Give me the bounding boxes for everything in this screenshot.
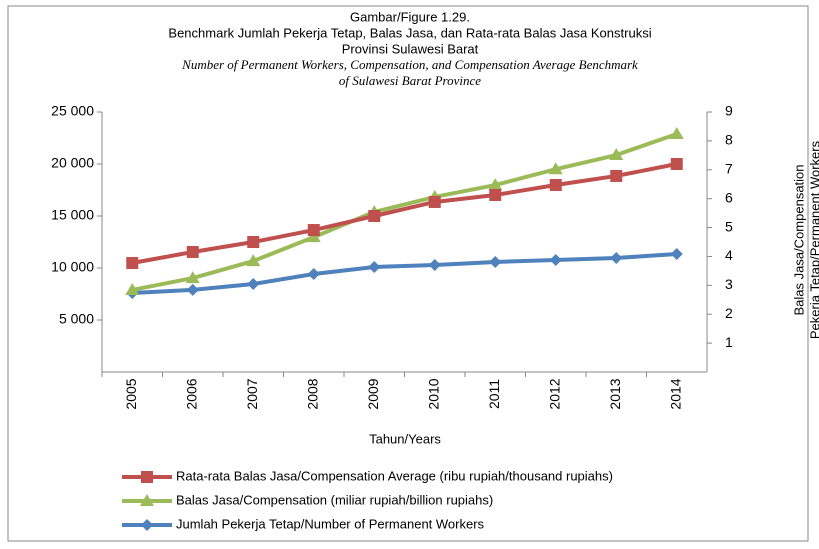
- legend-label: Balas Jasa/Compensation (miliar rupiah/b…: [176, 492, 493, 507]
- point: [488, 178, 503, 191]
- y2-axis-label: Pekerja Tetap/Permanent Workers: [807, 140, 819, 339]
- y2-tick-label: 3: [725, 276, 733, 292]
- point: [126, 257, 139, 270]
- point: [489, 188, 502, 201]
- chart-title: Gambar/Figure 1.29.: [350, 9, 470, 24]
- chart-subtitle: Provinsi Sulawesi Barat: [342, 41, 479, 56]
- x-tick-label: 2012: [546, 378, 562, 409]
- point: [185, 271, 200, 284]
- x-tick-label: 2005: [123, 378, 139, 409]
- y-tick-label: 15 000: [51, 207, 94, 223]
- x-tick-label: 2010: [425, 378, 441, 409]
- point: [307, 268, 320, 281]
- point: [306, 230, 321, 243]
- y-tick-label: 20 000: [51, 155, 94, 171]
- point: [186, 283, 199, 296]
- x-tick-label: 2008: [304, 378, 320, 409]
- legend-marker: [140, 494, 154, 506]
- y2-tick-label: 1: [725, 334, 733, 350]
- x-axis-label: Tahun/Years: [369, 431, 441, 446]
- series-line: [131, 162, 678, 265]
- series-line: [132, 251, 677, 295]
- y2-tick-label: 6: [725, 189, 733, 205]
- y2-tick-label: 5: [725, 218, 733, 234]
- point: [610, 169, 623, 182]
- y2-tick-label: 4: [725, 247, 733, 263]
- point: [489, 255, 502, 268]
- y2-axis-label: Balas Jasa/Compensation: [791, 164, 806, 315]
- point: [609, 148, 624, 161]
- point: [247, 236, 260, 248]
- x-tick-label: 2014: [667, 378, 683, 409]
- legend-marker: [141, 471, 153, 483]
- x-tick-label: 2011: [486, 379, 502, 409]
- point: [307, 224, 320, 237]
- legend-label: Jumlah Pekerja Tetap/Number of Permanent…: [176, 516, 485, 531]
- point: [428, 258, 441, 271]
- chart-subtitle: of Sulawesi Barat Province: [339, 73, 481, 88]
- chart-subtitle: Number of Permanent Workers, Compensatio…: [181, 57, 638, 72]
- point: [549, 253, 562, 266]
- y2-tick-label: 2: [725, 305, 733, 321]
- y2-tick-label: 8: [725, 132, 733, 148]
- legend-marker: [141, 519, 153, 531]
- point: [549, 179, 562, 192]
- point: [246, 254, 261, 267]
- point: [186, 245, 199, 258]
- point: [548, 162, 563, 175]
- point: [610, 252, 623, 265]
- chart-frame: [7, 5, 809, 542]
- y-tick-label: 25 000: [51, 103, 94, 119]
- y2-tick-label: 7: [725, 160, 733, 176]
- point: [670, 158, 683, 170]
- point: [247, 278, 260, 291]
- y2-tick-label: 9: [725, 103, 733, 119]
- point: [368, 210, 381, 222]
- x-tick-label: 2013: [607, 378, 623, 409]
- point: [125, 282, 140, 295]
- x-tick-label: 2007: [244, 378, 260, 409]
- x-tick-label: 2006: [183, 378, 199, 409]
- x-tick-label: 2009: [365, 378, 381, 409]
- point: [368, 260, 381, 273]
- legend-label: Rata-rata Balas Jasa/Compensation Averag…: [176, 468, 613, 483]
- point: [428, 195, 441, 208]
- point: [670, 247, 683, 260]
- series-line: [131, 132, 678, 292]
- point: [669, 126, 684, 139]
- y-tick-label: 5 000: [59, 311, 94, 327]
- y-tick-label: 10 000: [51, 259, 94, 275]
- chart-subtitle: Benchmark Jumlah Pekerja Tetap, Balas Ja…: [168, 25, 651, 40]
